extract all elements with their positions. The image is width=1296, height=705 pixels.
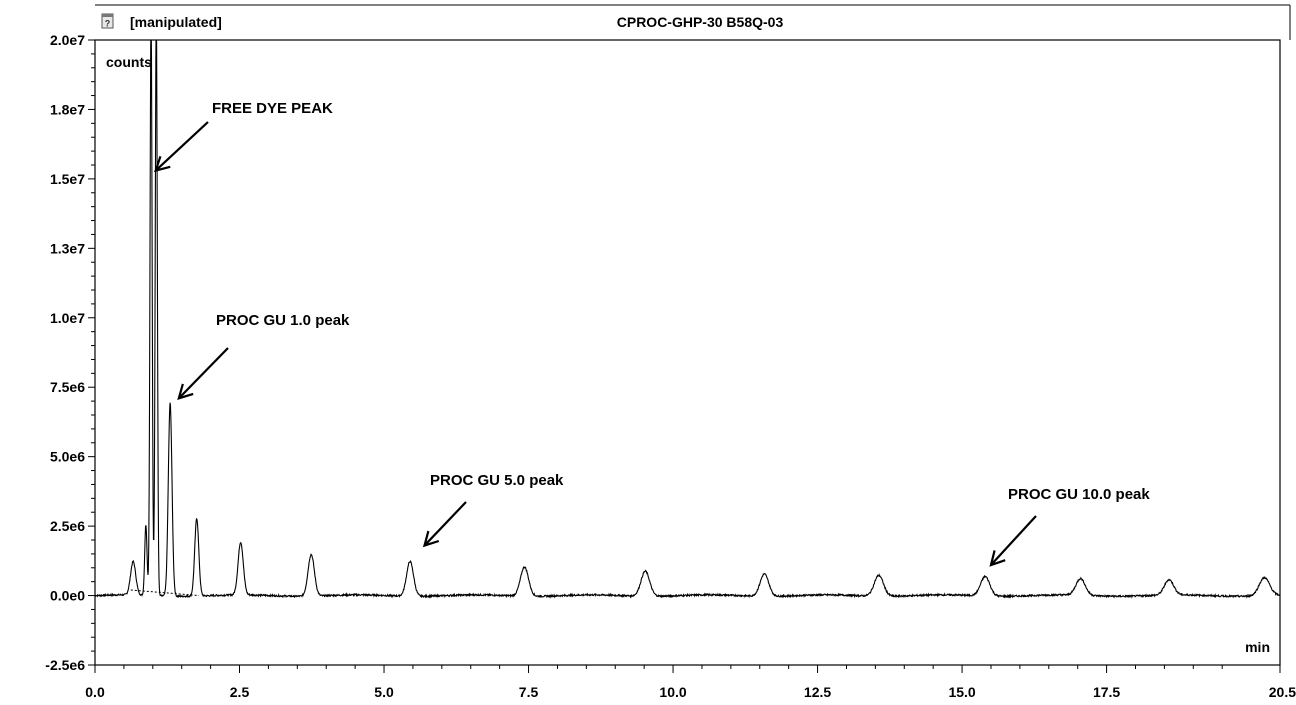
y-tick-label: 1.3e7: [50, 240, 85, 256]
y-axis: -2.5e6 0.0e0 2.5e6 5.0e6 7.5e6 1.0e7 1.3e7 1.5e…: [45, 32, 95, 673]
annotations: FREE DYE PEAK PROC GU 1.0 peak PROC GU 5.0…: [154, 100, 1150, 567]
x-tick-label: 20.5: [1269, 684, 1296, 700]
integration-baseline: [130, 589, 200, 597]
x-tick-label: 10.0: [659, 684, 686, 700]
plot-frame: [94, 39, 1281, 666]
x-tick-label: 17.5: [1093, 684, 1120, 700]
x-tick-label: 5.0: [374, 684, 394, 700]
x-axis-label: min: [1245, 639, 1270, 655]
y-tick-label: 5.0e6: [50, 449, 85, 465]
annotation-label: PROC GU 5.0 peak: [430, 472, 564, 489]
y-tick-label: 2.0e7: [50, 32, 85, 48]
trace-line: [95, 40, 1280, 599]
arrow-head: [154, 155, 171, 173]
x-tick-label: 12.5: [804, 684, 831, 700]
y-tick-label: 1.5e7: [50, 171, 85, 187]
y-axis-label: counts: [106, 54, 152, 70]
arrow-head: [422, 530, 440, 548]
document-question-icon[interactable]: ?: [101, 13, 114, 29]
status-label: [manipulated]: [130, 14, 222, 30]
annotation-arrow: [154, 121, 209, 172]
annotation-arrow: [423, 501, 467, 547]
annotation-label: FREE DYE PEAK: [212, 100, 333, 117]
x-tick-label: 15.0: [948, 684, 975, 700]
x-tick-label: 2.5: [230, 684, 250, 700]
annotation-arrow: [178, 347, 229, 400]
y-tick-label: -2.5e6: [45, 657, 85, 673]
arrow-head: [177, 383, 194, 400]
y-tick-label: 0.0e0: [50, 588, 85, 604]
y-tick-label: 7.5e6: [50, 379, 85, 395]
trace-layer: [95, 40, 1280, 599]
annotation-arrow: [990, 515, 1037, 566]
y-tick-label: 2.5e6: [50, 518, 85, 534]
x-tick-label: 0.0: [85, 684, 105, 700]
annotation-label: PROC GU 1.0 peak: [216, 312, 350, 329]
x-tick-label: 7.5: [519, 684, 539, 700]
x-axis: 0.0 2.5 5.0 7.5 10.0 12.5 15.0 17.5 20.5: [85, 665, 1296, 700]
chart-title: CPROC-GHP-30 B58Q-03: [617, 14, 784, 30]
svg-text:?: ?: [105, 19, 111, 29]
arrow-head: [989, 550, 1006, 567]
y-tick-label: 1.8e7: [50, 101, 85, 117]
annotation-label: PROC GU 10.0 peak: [1008, 486, 1150, 503]
y-tick-label: 1.0e7: [50, 310, 85, 326]
